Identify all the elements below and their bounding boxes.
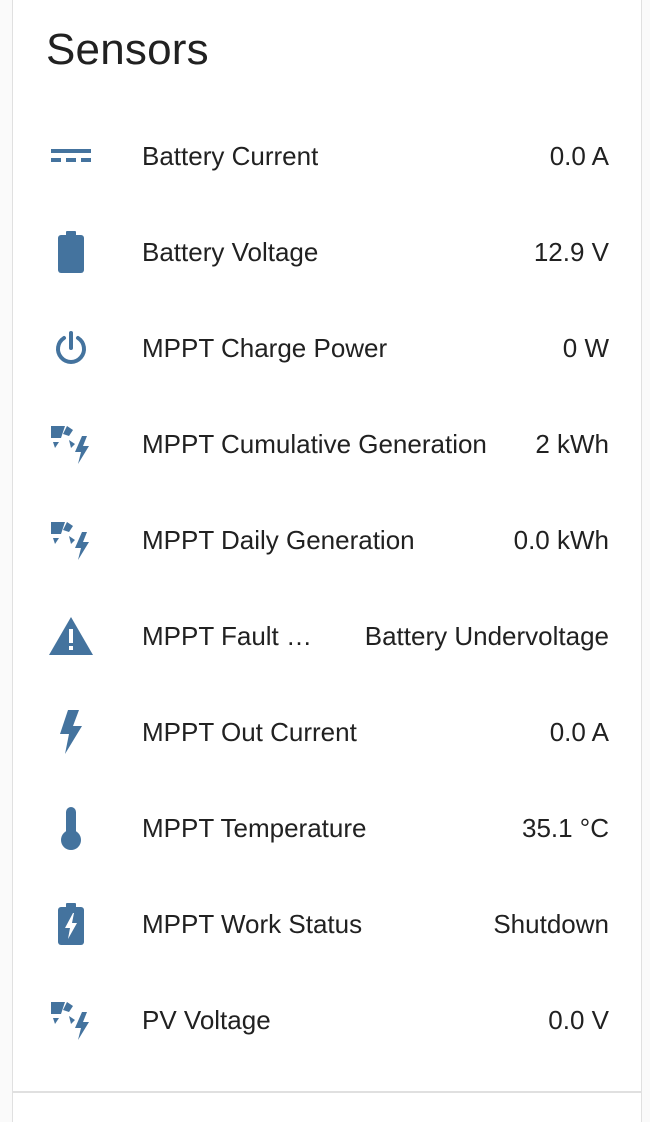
sensor-row-mppt-cumulative-generation[interactable]: MPPT Cumulative Generation 2 kWh	[13, 396, 641, 492]
sensor-value: Battery Undervoltage	[364, 621, 609, 651]
sensor-label: PV Voltage	[142, 1005, 271, 1035]
sensor-row-mppt-fault[interactable]: MPPT Fault … Battery Undervoltage	[13, 588, 641, 684]
sensor-value: 0.0 kWh	[513, 525, 609, 555]
sensor-label: MPPT Fault …	[142, 621, 313, 651]
sensor-row-battery-current[interactable]: Battery Current 0.0 A	[13, 108, 641, 204]
sensor-value: 0.0 V	[548, 1005, 609, 1035]
sensor-value: 0 W	[562, 333, 609, 363]
sensor-row-mppt-out-current[interactable]: MPPT Out Current 0.0 A	[13, 684, 641, 780]
battery-charging-icon	[47, 900, 95, 948]
power-icon	[47, 324, 95, 372]
sensor-row-battery-voltage[interactable]: Battery Voltage 12.9 V	[13, 204, 641, 300]
solar-power-icon	[47, 996, 95, 1044]
solar-power-icon	[47, 420, 95, 468]
sensor-row-mppt-daily-generation[interactable]: MPPT Daily Generation 0.0 kWh	[13, 492, 641, 588]
current-dc-icon	[47, 132, 95, 180]
thermometer-icon	[47, 804, 95, 852]
sensor-value: 2 kWh	[535, 429, 609, 459]
card-title: Sensors	[46, 25, 209, 74]
sensor-label: MPPT Daily Generation	[142, 525, 415, 555]
sensor-value: 0.0 A	[549, 141, 609, 171]
sensor-label: Battery Current	[142, 141, 319, 171]
sensor-label: MPPT Temperature	[142, 813, 367, 843]
solar-power-icon	[47, 516, 95, 564]
sensors-card: Sensors Battery Current 0.0 A B	[12, 0, 642, 1092]
sensor-value: 12.9 V	[533, 237, 609, 267]
sensor-label: Battery Voltage	[142, 237, 319, 267]
sensor-label: MPPT Cumulative Generation	[142, 429, 487, 459]
sensor-value: 0.0 A	[549, 717, 609, 747]
next-card-edge	[12, 1092, 642, 1122]
sensor-label: MPPT Work Status	[142, 909, 363, 939]
sensor-row-mppt-work-status[interactable]: MPPT Work Status Shutdown	[13, 876, 641, 972]
sensor-label: MPPT Out Current	[142, 717, 357, 747]
sensor-row-mppt-charge-power[interactable]: MPPT Charge Power 0 W	[13, 300, 641, 396]
flash-icon	[47, 708, 95, 756]
sensor-value: 35.1 °C	[521, 813, 609, 843]
battery-icon	[47, 228, 95, 276]
sensor-list: Battery Current 0.0 A Battery Voltage 12…	[13, 108, 641, 1068]
sensor-row-pv-voltage[interactable]: PV Voltage 0.0 V	[13, 972, 641, 1068]
sensor-value: Shutdown	[493, 909, 609, 939]
sensor-label: MPPT Charge Power	[142, 333, 388, 363]
sensor-row-mppt-temperature[interactable]: MPPT Temperature 35.1 °C	[13, 780, 641, 876]
alert-icon	[47, 612, 95, 660]
